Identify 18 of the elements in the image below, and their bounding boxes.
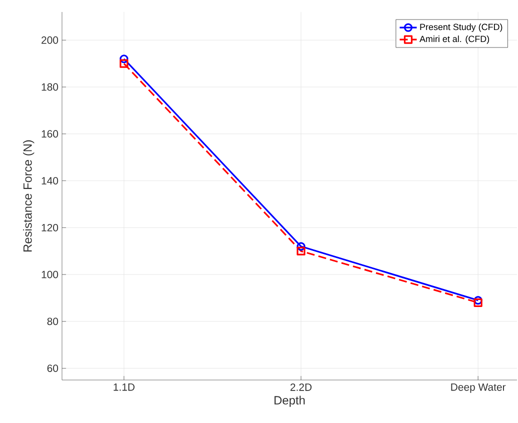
y-tick-label: 60: [47, 364, 58, 372]
y-tick-label: 160: [42, 130, 58, 138]
legend-label: Present Study (CFD): [420, 24, 502, 32]
x-tick-label: 1.1D: [114, 384, 135, 391]
legend-label: Amiri et al. (CFD): [420, 36, 490, 44]
point: [296, 246, 306, 256]
point: [120, 59, 128, 68]
point: [296, 242, 306, 251]
y-tick-label: 200: [42, 36, 58, 44]
y-tick-label: 180: [42, 83, 58, 91]
x-tick-label: Deep Water: [451, 384, 506, 393]
y-axis-title: Resistance Force (N): [23, 140, 34, 252]
x-axis-title: Depth: [274, 396, 305, 407]
y-tick-label: 140: [42, 177, 58, 184]
y-tick-label: 80: [47, 318, 58, 326]
y-tick-label: 100: [42, 270, 58, 278]
y-tick-label: 120: [42, 224, 58, 232]
x-tick-label: 2.2D: [290, 384, 312, 391]
